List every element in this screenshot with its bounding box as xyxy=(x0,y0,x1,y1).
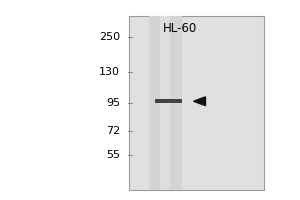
Text: HL-60: HL-60 xyxy=(163,22,197,35)
Text: 130: 130 xyxy=(99,67,120,77)
Text: 250: 250 xyxy=(99,32,120,42)
Bar xyxy=(154,99,182,103)
Bar xyxy=(160,16,170,190)
Polygon shape xyxy=(194,97,206,106)
Bar xyxy=(129,16,264,190)
Text: 72: 72 xyxy=(106,126,120,136)
Bar xyxy=(148,16,182,190)
Text: 55: 55 xyxy=(106,150,120,160)
Text: 95: 95 xyxy=(106,98,120,108)
